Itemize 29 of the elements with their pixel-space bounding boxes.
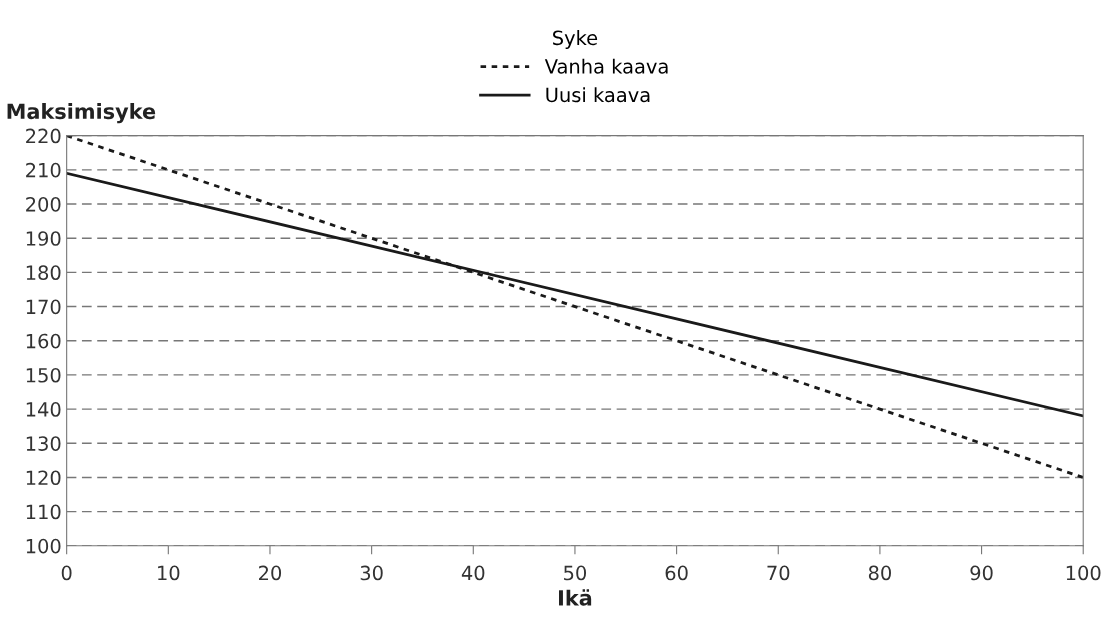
x-tick-label: 50 (564, 565, 587, 581)
y-tick-label: 180 (26, 265, 61, 281)
x-tick-label: 80 (868, 565, 891, 581)
legend-title: Syke (553, 30, 598, 49)
x-tick-label: 40 (461, 565, 485, 581)
x-tick-label: 60 (665, 565, 688, 581)
x-tick-label: 20 (259, 565, 282, 581)
y-tick-label: 140 (26, 402, 61, 417)
y-tick-label: 190 (26, 231, 61, 246)
y-tick-label: 220 (26, 128, 61, 144)
x-tick-label: 10 (158, 565, 180, 581)
x-tick-label: 90 (970, 565, 993, 581)
y-tick-label: 130 (26, 436, 61, 451)
x-axis-title: Ikä (559, 589, 592, 606)
x-tick-label: 70 (767, 565, 790, 581)
y-tick-label: 170 (26, 299, 61, 315)
y-tick-label: 200 (26, 196, 61, 212)
legend-label: Vanha kaava (544, 58, 668, 74)
y-tick-label: 120 (26, 470, 61, 486)
y-tick-label: 210 (26, 162, 61, 178)
y-tick-label: 110 (26, 504, 61, 520)
x-tick-label: 100 (1066, 565, 1101, 581)
y-axis-title: Maksimisyke (7, 103, 156, 124)
y-tick-label: 150 (26, 367, 61, 383)
x-tick-label: 0 (61, 565, 72, 581)
legend-label: Uusi kaava (546, 87, 650, 103)
y-tick-label: 160 (26, 333, 61, 349)
x-tick-label: 30 (360, 565, 383, 581)
y-tick-label: 100 (26, 538, 61, 554)
